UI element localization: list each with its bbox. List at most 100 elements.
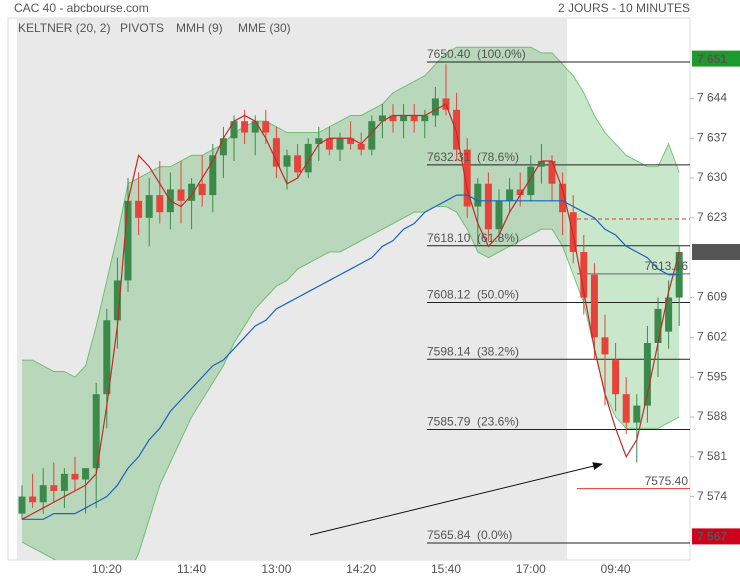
candle-body xyxy=(378,115,386,122)
y-tick-label: 7 588 xyxy=(697,409,727,423)
candle-body xyxy=(325,138,333,150)
candle-body xyxy=(283,155,291,167)
candle-body xyxy=(559,183,567,213)
fib-value-label: 7618.10 xyxy=(427,231,471,245)
candle-body xyxy=(124,200,132,281)
candle-body xyxy=(304,143,312,173)
x-tick-label: 15:40 xyxy=(431,562,461,576)
y-tick-label: 7 637 xyxy=(697,130,727,144)
candle-body xyxy=(601,337,609,355)
y-tick-label: 7 602 xyxy=(697,329,727,343)
candle-body xyxy=(421,115,429,122)
candle-body xyxy=(389,115,397,122)
candle-body xyxy=(410,115,418,122)
chart-subtitle: 2 JOURS - 10 MINUTES xyxy=(558,1,690,15)
y-tick-label: 7 574 xyxy=(697,489,727,503)
y-tick-label: 7 623 xyxy=(697,210,727,224)
y-tick-label: 7 595 xyxy=(697,369,727,383)
candle-body xyxy=(251,121,259,133)
fib-value-label: 7608.12 xyxy=(427,288,471,302)
plot-layer xyxy=(18,46,690,560)
y-tick-label: 7 581 xyxy=(697,449,727,463)
fib-value-label: 7565.84 xyxy=(427,528,471,542)
candle-body xyxy=(188,183,196,201)
fib-percent-label: (78.6%) xyxy=(477,150,519,164)
fib-percent-label: (38.2%) xyxy=(477,344,519,358)
fib-percent-label: (100.0%) xyxy=(477,47,526,61)
candle-body xyxy=(50,485,58,491)
candle-body xyxy=(506,189,514,201)
arrow xyxy=(309,462,603,536)
legend-entry: PIVOTS xyxy=(120,21,164,35)
price-badge-label: 7 651 xyxy=(697,52,727,66)
candle-body xyxy=(230,121,238,139)
candle-body xyxy=(357,143,365,150)
candle-body xyxy=(60,473,68,491)
candle-body xyxy=(92,394,100,469)
fib-value-label: 7632.31 xyxy=(427,150,471,164)
x-tick-label: 17:00 xyxy=(516,562,546,576)
candle-body xyxy=(665,297,673,332)
candle-body xyxy=(643,343,651,406)
candle-body xyxy=(113,280,121,321)
candle-body xyxy=(209,155,217,196)
x-tick-label: 11:40 xyxy=(177,562,206,576)
fib-value-label: 7585.79 xyxy=(427,415,471,429)
legend-entry: KELTNER (20, 2) xyxy=(18,21,110,35)
candle-body xyxy=(145,195,153,218)
keltner-band xyxy=(22,47,680,560)
candle-body xyxy=(580,252,588,298)
candle-body xyxy=(241,121,249,133)
candle-body xyxy=(400,115,408,122)
price-badge xyxy=(692,528,740,545)
candle-body xyxy=(622,394,630,423)
fib-percent-label: (50.0%) xyxy=(477,288,519,302)
x-tick-label: 13:00 xyxy=(261,562,291,576)
candle-body xyxy=(18,496,26,514)
candle-body xyxy=(219,138,227,156)
fib-percent-label: (0.0%) xyxy=(477,528,512,542)
annotation-label: 7575.40 xyxy=(645,474,689,488)
annotation-label: 7613.16 xyxy=(645,259,689,273)
price-badge-label: 7 617 xyxy=(697,245,727,259)
candle-body xyxy=(633,405,641,423)
candle-body xyxy=(474,183,482,207)
candle-body xyxy=(612,360,620,395)
price-badge-label: 7 567 xyxy=(697,530,727,544)
candle-body xyxy=(135,200,143,218)
candle-body xyxy=(156,195,164,213)
candle-body xyxy=(453,109,461,150)
fib-percent-label: (23.6%) xyxy=(477,415,519,429)
keltner-lower xyxy=(21,205,680,560)
candle-body xyxy=(516,189,524,196)
y-tick-label: 7 630 xyxy=(697,170,727,184)
chart-title: CAC 40 - abcbourse.com xyxy=(14,1,149,15)
candle-body xyxy=(548,160,556,184)
x-tick-label: 09:40 xyxy=(601,562,631,576)
candle-body xyxy=(294,155,302,173)
candle-body xyxy=(347,138,355,144)
indicator-line xyxy=(21,103,680,520)
candle-body xyxy=(272,138,280,167)
legend-entry: MMH (9) xyxy=(176,21,223,35)
price-badge xyxy=(692,50,740,67)
candle-body xyxy=(39,485,47,503)
candle-body xyxy=(71,473,79,480)
indicator-line xyxy=(22,194,680,520)
x-tick-label: 14:20 xyxy=(346,562,376,576)
candle-body xyxy=(262,121,270,133)
fib-percent-label: (61.8%) xyxy=(477,231,519,245)
fib-value-label: 7598.14 xyxy=(427,344,471,358)
candle-body xyxy=(537,160,545,167)
price-badge xyxy=(692,244,740,261)
candle-body xyxy=(315,138,323,144)
candle-body xyxy=(569,212,577,253)
legend-entry: MME (30) xyxy=(238,21,291,35)
candle-body xyxy=(654,308,662,344)
candle-body xyxy=(177,189,185,201)
candle-body xyxy=(484,183,492,230)
candle-body xyxy=(463,149,471,207)
candle-body xyxy=(368,121,376,150)
candle-body xyxy=(431,98,439,116)
